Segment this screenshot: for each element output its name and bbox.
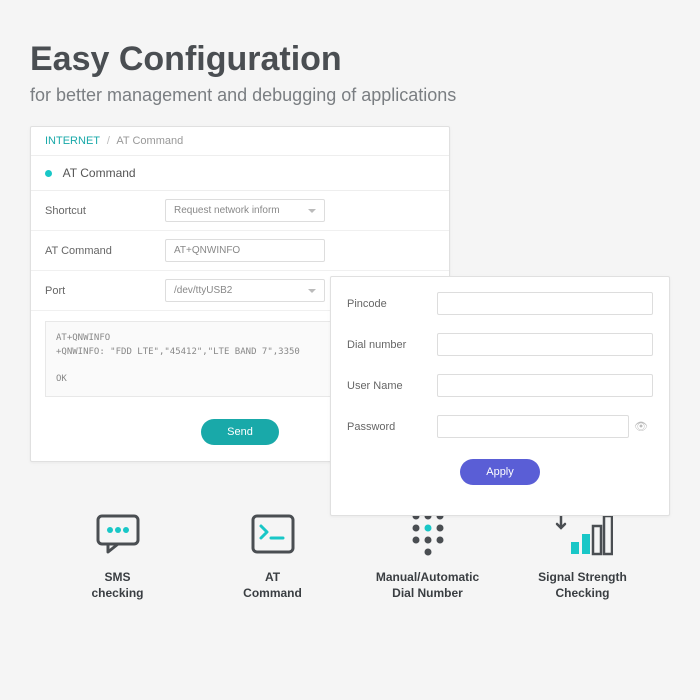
pincode-input[interactable] xyxy=(437,292,653,315)
pass-input[interactable] xyxy=(437,415,629,438)
port-select[interactable]: /dev/ttyUSB2 xyxy=(165,279,325,302)
feature-signal-label: Signal StrengthChecking xyxy=(505,570,660,601)
apply-button[interactable]: Apply xyxy=(460,459,540,485)
pincode-label: Pincode xyxy=(347,298,437,310)
pass-label: Password xyxy=(347,421,437,433)
breadcrumb-root[interactable]: INTERNET xyxy=(45,135,100,147)
eye-icon[interactable]: 👁 xyxy=(629,420,653,433)
shortcut-select[interactable]: Request network inform xyxy=(165,199,325,222)
feature-at-label: ATCommand xyxy=(195,570,350,601)
user-label: User Name xyxy=(347,380,437,392)
dial-label: Dial number xyxy=(347,339,437,351)
features-row: SMSchecking ATCommand xyxy=(30,506,670,601)
feature-signal: Signal StrengthChecking xyxy=(505,506,660,601)
feature-sms-label: SMSchecking xyxy=(40,570,195,601)
feature-at: ATCommand xyxy=(195,506,350,601)
feature-dial-label: Manual/AutomaticDial Number xyxy=(350,570,505,601)
section-header: AT Command xyxy=(31,156,449,191)
panels-area: INTERNET / AT Command AT Command Shortcu… xyxy=(30,126,670,476)
breadcrumb-current: AT Command xyxy=(116,135,183,147)
terminal-icon xyxy=(195,506,350,562)
port-label: Port xyxy=(45,285,165,297)
atcmd-input[interactable] xyxy=(165,239,325,262)
page-title: Easy Configuration xyxy=(30,40,670,79)
page-subtitle: for better management and debugging of a… xyxy=(30,85,670,106)
breadcrumb: INTERNET / AT Command xyxy=(31,127,449,156)
user-input[interactable] xyxy=(437,374,653,397)
atcmd-label: AT Command xyxy=(45,245,165,257)
dial-panel: Pincode Dial number User Name Password 👁… xyxy=(330,276,670,516)
feature-sms: SMSchecking xyxy=(40,506,195,601)
section-dot-icon xyxy=(45,170,52,177)
shortcut-label: Shortcut xyxy=(45,205,165,217)
feature-dial: Manual/AutomaticDial Number xyxy=(350,506,505,601)
send-button[interactable]: Send xyxy=(201,419,279,445)
dial-input[interactable] xyxy=(437,333,653,356)
sms-icon xyxy=(40,506,195,562)
section-title: AT Command xyxy=(63,166,136,180)
